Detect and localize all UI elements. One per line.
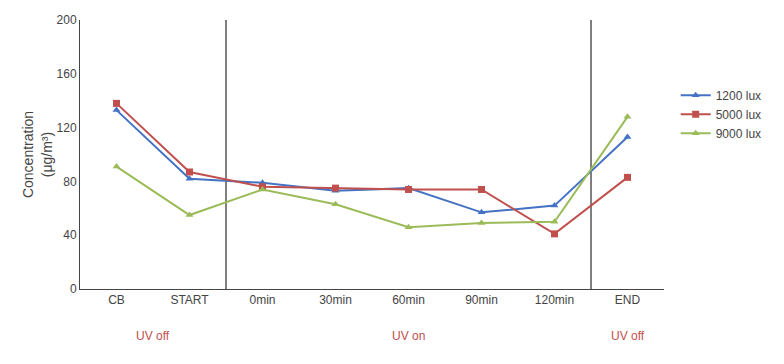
- svg-text:UV on: UV on: [392, 329, 425, 343]
- svg-text:90min: 90min: [465, 293, 498, 307]
- svg-text:160: 160: [57, 67, 77, 81]
- svg-text:60min: 60min: [392, 293, 425, 307]
- svg-text:UV off: UV off: [136, 329, 170, 343]
- svg-text:START: START: [170, 293, 209, 307]
- svg-text:UV off: UV off: [611, 329, 645, 343]
- svg-text:200: 200: [57, 13, 77, 27]
- svg-text:END: END: [615, 293, 641, 307]
- svg-text:30min: 30min: [319, 293, 352, 307]
- svg-text:80: 80: [63, 175, 77, 189]
- svg-text:5000 lux: 5000 lux: [716, 108, 761, 122]
- svg-text:1200 lux: 1200 lux: [716, 89, 761, 103]
- svg-text:0min: 0min: [249, 293, 275, 307]
- svg-text:CB: CB: [108, 293, 125, 307]
- svg-text:Concentration(μg/m³): Concentration(μg/m³): [20, 111, 54, 198]
- svg-text:40: 40: [63, 228, 77, 242]
- svg-text:9000 lux: 9000 lux: [716, 127, 761, 141]
- svg-text:120: 120: [57, 121, 77, 135]
- svg-text:0: 0: [70, 282, 77, 296]
- svg-text:120min: 120min: [535, 293, 574, 307]
